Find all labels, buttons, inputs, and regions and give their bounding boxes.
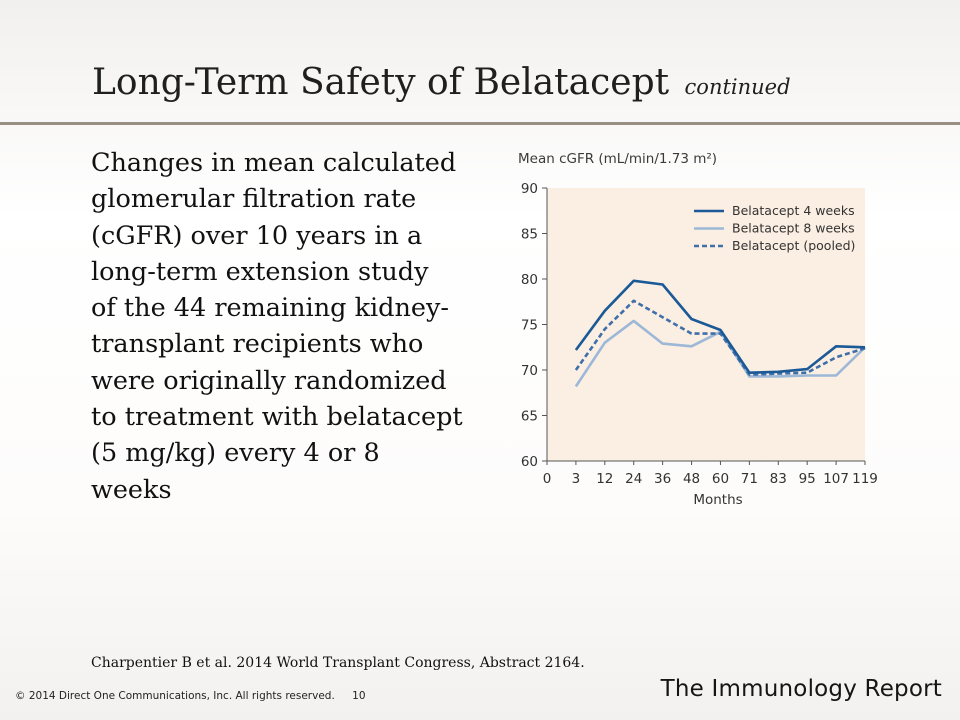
- y-tick-label: 90: [521, 181, 538, 197]
- body-line: (5 mg/kg) every 4 or 8: [91, 438, 380, 469]
- x-axis-label: Months: [693, 492, 742, 508]
- body-line: transplant recipients who: [91, 329, 424, 360]
- cgfr-chart: Mean cGFR (mL/min/1.73 m²) 60 65 70 75 80 85 90…: [510, 145, 890, 515]
- y-tick-label: 60: [521, 454, 538, 470]
- legend-label: Belatacept (pooled): [732, 238, 855, 253]
- body-line: (cGFR) over 10 years in a: [91, 220, 423, 251]
- legend-label: Belatacept 8 weeks: [732, 221, 855, 236]
- x-tick-label: 12: [596, 471, 613, 487]
- brand-logo-text: The Immunology Report: [660, 676, 942, 702]
- series-line-0: [574, 279, 866, 374]
- x-tick-label: 107: [823, 471, 849, 487]
- footer: © 2014 Direct One Communications, Inc. A…: [15, 690, 366, 702]
- y-tick-label: 65: [521, 409, 538, 425]
- title-bar: Long-Term Safety of Belatacept continued: [0, 0, 960, 124]
- y-tick-label: 80: [521, 272, 538, 288]
- x-tick-label: 36: [654, 471, 671, 487]
- legend-label: Belatacept 4 weeks: [732, 203, 855, 218]
- y-tick-label: 75: [521, 318, 538, 334]
- x-tick-label: 71: [741, 471, 758, 487]
- slide-title-suffix: continued: [684, 75, 791, 99]
- x-tick-label: 119: [852, 471, 878, 487]
- x-tick-label: 3: [572, 471, 581, 487]
- citation: Charpentier B et al. 2014 World Transpla…: [91, 655, 585, 671]
- y-tick-label: 85: [521, 227, 538, 243]
- body-line: long-term extension study: [91, 256, 429, 287]
- cgfr-line-chart: Mean cGFR (mL/min/1.73 m²) 60 65 70 75 80 85 90…: [518, 151, 878, 508]
- body-line: were originally randomized: [91, 365, 447, 396]
- body-text: Changes in mean calculated glomerular fil…: [91, 145, 501, 508]
- body-line: glomerular filtration rate: [91, 184, 417, 215]
- x-tick-label: 0: [543, 471, 552, 487]
- x-tick-label: 24: [625, 471, 642, 487]
- x-tick-label: 83: [770, 471, 787, 487]
- x-tick-label: 48: [683, 471, 700, 487]
- body-line: to treatment with belatacept: [91, 402, 463, 433]
- body-line: Changes in mean calculated: [91, 148, 457, 178]
- x-tick-label: 95: [799, 471, 816, 487]
- series-line-2: [574, 299, 866, 376]
- slide-title: Long-Term Safety of Belatacept continued: [92, 62, 791, 103]
- body-line: of the 44 remaining kidney-: [91, 293, 450, 324]
- page-number: 10: [352, 690, 366, 702]
- x-tick-label: 60: [712, 471, 729, 487]
- body-line: weeks: [91, 474, 172, 505]
- chart-title: Mean cGFR (mL/min/1.73 m²): [518, 151, 717, 167]
- y-tick-label: 70: [521, 363, 538, 379]
- title-divider: [0, 122, 960, 125]
- footer-copyright: © 2014 Direct One Communications, Inc. A…: [15, 690, 335, 702]
- slide-title-main: Long-Term Safety of Belatacept: [92, 62, 670, 103]
